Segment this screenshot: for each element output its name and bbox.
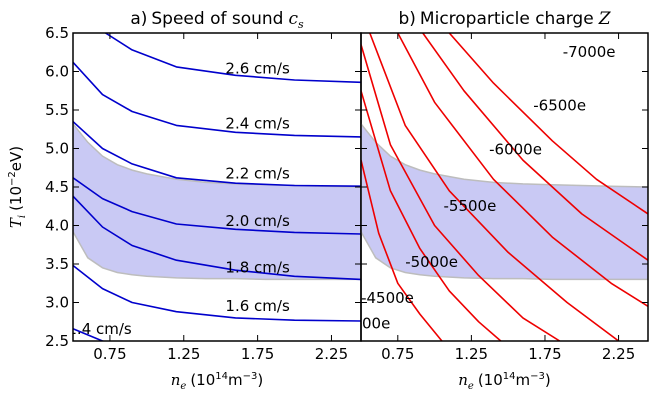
contour-label: -6500e [533,97,586,115]
contour-line-1-6cms [73,264,361,322]
x-axis-subscript: e [468,381,474,391]
x-tick-label: 0.75 [93,345,126,363]
panel-a-speed-of-sound: 1.4 cm/s 1.6 cm/s 1.8 cm/s 2.0 cm/s 2.2 cm/s… [45,9,362,392]
x-axis-unit: m [516,371,531,389]
y-axis-subscript: i [17,215,28,218]
y-tick-label: 3.5 [45,255,69,273]
y-tick-label: 2.5 [45,332,69,350]
panel-b-microparticle-charge: -4000e -4500e -5000e -5500e -6000e -6500e -700… [338,9,649,392]
contour-label: -7000e [563,43,616,61]
highlight-band [361,122,648,281]
contour-line--5500e [369,33,620,341]
y-axis-unit: eV [7,151,25,171]
panel-title-text: Speed of sound [151,9,283,29]
x-axis-unit-close: ) [545,371,551,389]
x-axis-subscript: e [180,381,186,391]
y-tick-label: 4.0 [45,217,69,235]
plot-area: -4000e -4500e -5000e -5500e -6000e -6500e -700… [338,33,648,341]
x-axis-unit: m [228,371,243,389]
panel-title: a) Speed of sound cs [130,9,304,31]
x-tick-label: 1.25 [167,345,200,363]
y-axis-symbol: T [7,217,25,228]
y-tick-label: 3.0 [45,294,69,312]
contour-label: -4000e [338,315,391,333]
x-axis-symbol: n [458,371,468,389]
panel-title: b) Microparticle charge Z [398,9,611,29]
panel-title-symbol: c [288,9,298,29]
contour-label: 1.4 cm/s [67,320,132,338]
x-axis-unit-open: (10 [478,371,503,389]
x-tick-label: 0.75 [381,345,414,363]
x-tick-label: 2.25 [315,345,348,363]
x-tick-label: 1.75 [528,345,561,363]
x-axis-exponent: 14 [215,371,228,382]
y-axis-label: Ti (10−2eV) [7,146,28,228]
x-tick-label: 1.25 [455,345,488,363]
plot-area: 1.4 cm/s 1.6 cm/s 1.8 cm/s 2.0 cm/s 2.2 cm/s… [67,33,361,341]
panel-letter: a) [130,9,147,29]
panel-title-symbol: Z [598,9,612,29]
contour-label: -5000e [405,253,458,271]
contour-line-1-8cms [73,195,361,281]
contour-label: 2.2 cm/s [225,164,290,182]
x-axis-label: ne (1014m−3) [458,371,551,391]
contour-line--4000e [361,159,443,341]
x-axis-exponent: 14 [503,371,516,382]
panel-title-subscript: s [298,18,304,31]
y-axis-label-group: Ti (10−2eV) [7,146,28,228]
contour-line-2-0cms [73,177,361,235]
contour-label: 2.4 cm/s [225,114,290,132]
y-tick-label: 5.5 [45,101,69,119]
y-tick-label: 4.5 [45,178,69,196]
y-tick-label: 5.0 [45,140,69,158]
contour-label: -4500e [361,289,414,307]
y-axis-exponent: −2 [7,171,18,186]
highlight-band [73,122,361,281]
x-tick-label: 2.25 [602,345,635,363]
contour-label: -5500e [443,197,496,215]
contour-line-2-4cms [73,61,361,138]
x-axis-symbol: n [171,371,181,389]
x-axis-unit-close: ) [257,371,263,389]
contour-line--6000e [397,33,648,307]
contour-label: -6000e [489,141,542,159]
contour-label: 1.6 cm/s [225,297,290,315]
y-tick-label: 6.5 [45,24,69,42]
contour-label: 2.0 cm/s [225,212,290,230]
y-axis-unit-open: (10 [7,186,25,211]
contour-label: 2.6 cm/s [225,60,290,78]
x-axis-unit-exponent: −3 [243,371,258,382]
contour-line-2-2cms [73,121,361,187]
contour-line--6500e [422,33,648,261]
contour-line-2-6cms [105,33,361,84]
x-axis-unit-open: (10 [190,371,215,389]
contour-line--4500e [361,90,502,341]
panel-title-text: Microparticle charge [420,9,594,29]
x-axis-unit-exponent: −3 [530,371,545,382]
panel-letter: b) [398,9,415,29]
y-axis-unit-close: ) [7,146,25,152]
x-tick-label: 1.75 [241,345,274,363]
contour-line--7000e [448,33,648,215]
contour-line--5000e [361,44,561,341]
contour-label: 1.8 cm/s [225,258,290,276]
y-tick-label: 6.0 [45,63,69,81]
x-axis-label: ne (1014m−3) [171,371,264,391]
